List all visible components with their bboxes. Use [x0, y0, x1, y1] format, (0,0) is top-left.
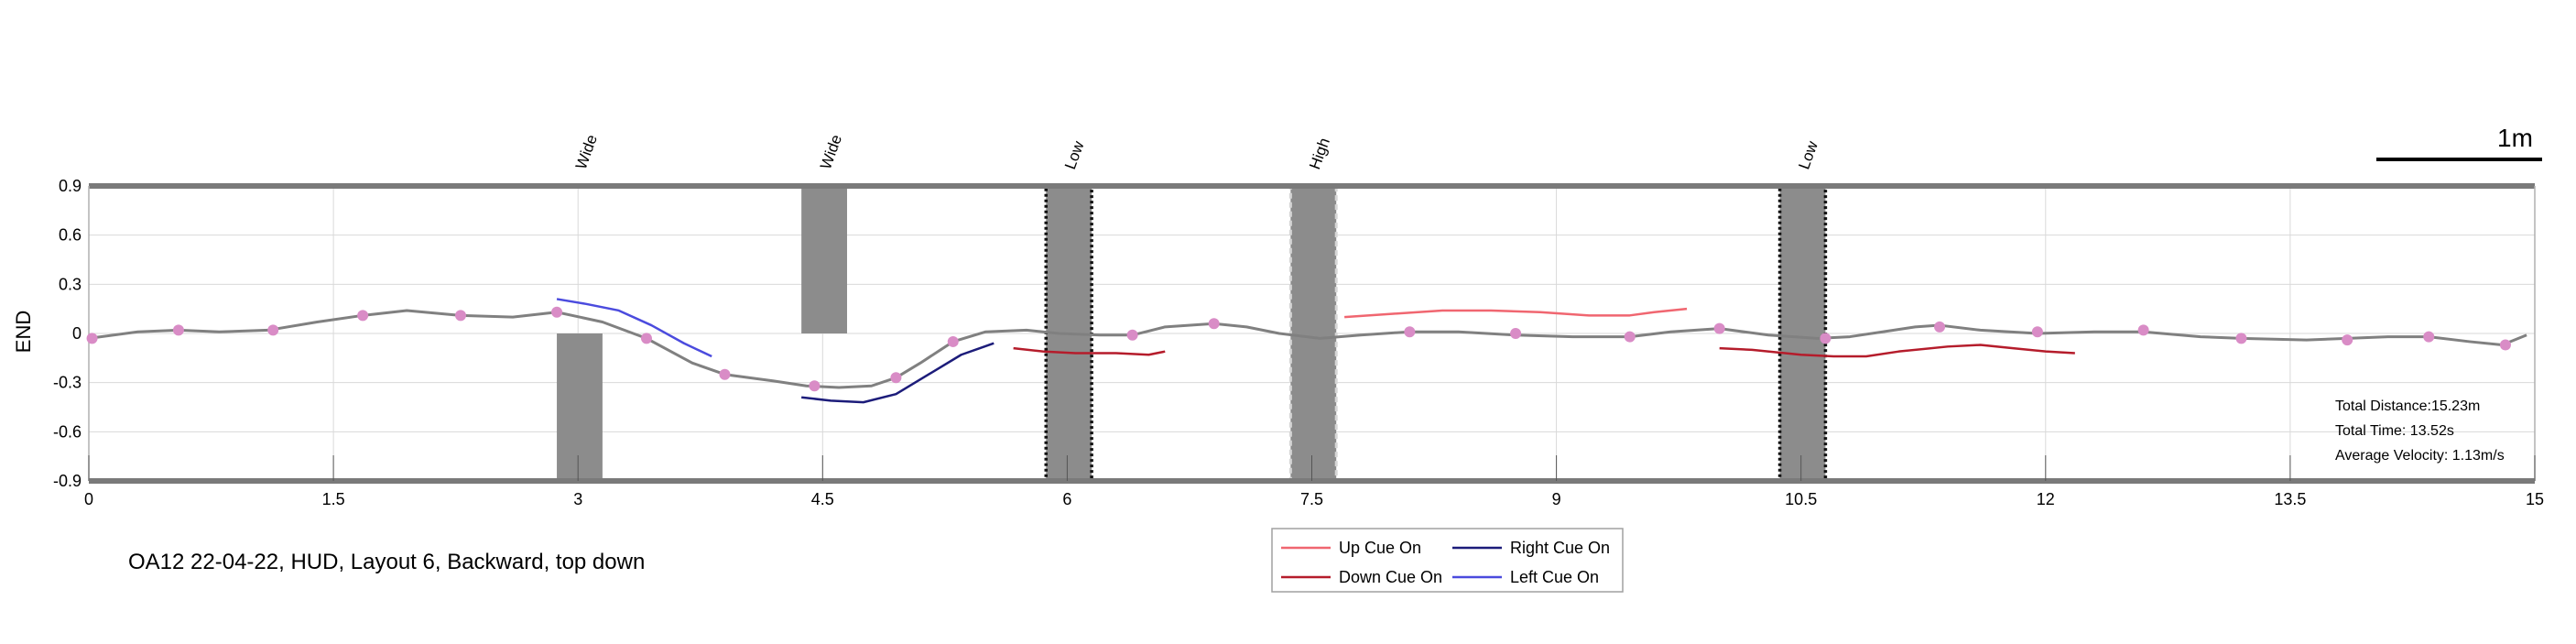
scale-bar: 1m [2376, 124, 2542, 161]
x-tick-label: 12 [2037, 490, 2055, 508]
trajectory-point [2031, 326, 2043, 338]
x-tick-label: 9 [1552, 490, 1561, 508]
obstacle-label: Wide [817, 132, 845, 171]
y-tick-label: 0 [72, 324, 82, 343]
series-down-cue-on [1013, 346, 1166, 356]
trajectory-point [2342, 334, 2353, 346]
y-tick-label: -0.6 [53, 422, 82, 441]
trajectory-point [640, 333, 652, 344]
trajectory-point [454, 310, 466, 322]
x-tick-label: 4.5 [811, 490, 834, 508]
marker-layer [86, 306, 2511, 392]
trajectory-point [86, 333, 98, 344]
x-tick-label: 6 [1062, 490, 1071, 508]
obstacle-wide [801, 186, 848, 333]
x-tick-label: 3 [573, 490, 582, 508]
legend: Up Cue On Right Cue On Down Cue On Left Cue… [1271, 528, 1624, 593]
trajectory-point [2137, 324, 2149, 336]
legend-label-up-cue-on: Up Cue On [1339, 539, 1421, 557]
x-tick-label: 10.5 [1785, 490, 1817, 508]
legend-box [1271, 528, 1624, 593]
trajectory-point [1713, 322, 1725, 334]
legend-label-left-cue-on: Left Cue On [1510, 568, 1599, 586]
trajectory-line [88, 309, 2527, 389]
series-down-cue-on [1719, 344, 2075, 358]
legend-label-down-cue-on: Down Cue On [1339, 568, 1442, 586]
trajectory-point [172, 324, 184, 336]
legend-items: Up Cue On Right Cue On Down Cue On Left Cue… [1281, 539, 1610, 586]
series-up-cue-on [1344, 307, 1688, 319]
trajectory-point [2235, 333, 2247, 344]
x-tick-label: 15 [2526, 490, 2544, 508]
y-tick-label: 0.9 [59, 177, 82, 195]
stats-block: Total Distance:15.23m Total Time: 13.52s… [2335, 398, 2505, 464]
trajectory-point [357, 310, 369, 322]
obstacle-low [1779, 186, 1826, 481]
obstacle-label: Low [1061, 138, 1088, 171]
axis-layer: 0 1.5 3 4.5 6 7.5 9 10.5 12 13.5 15 0.9 0.6 0.3 0 -0.3 -… [53, 177, 2544, 508]
trajectory-point [809, 380, 821, 392]
series-left-cue-on [556, 298, 712, 358]
legend-label-right-cue-on: Right Cue On [1510, 539, 1610, 557]
trajectory-point [1126, 329, 1138, 341]
trajectory-point [1934, 321, 1946, 333]
stat-total-time: Total Time: 13.52s [2335, 423, 2454, 439]
obstacle-layer: Wide Wide Low High Low [557, 132, 1828, 483]
x-tick-label: 1.5 [322, 490, 345, 508]
series-right-cue-on [801, 342, 995, 404]
y-axis-label: END [12, 311, 35, 353]
obstacle-label: Low [1795, 138, 1821, 171]
obstacle-wide [557, 333, 603, 481]
trajectory-point [947, 335, 959, 347]
x-tick-label: 7.5 [1300, 490, 1323, 508]
trajectory-point [267, 324, 279, 336]
y-tick-label: 0.6 [59, 226, 82, 245]
trajectory-point [1404, 326, 1416, 338]
obstacle-label: Wide [572, 132, 601, 171]
trajectory-point [2423, 331, 2435, 343]
stat-average-velocity: Average Velocity: 1.13m/s [2335, 448, 2505, 464]
scale-bar-label: 1m [2497, 124, 2533, 152]
y-tick-label: -0.3 [53, 374, 82, 392]
x-tick-label: 13.5 [2274, 490, 2306, 508]
trajectory-point [551, 306, 563, 318]
series-layer [88, 298, 2527, 404]
x-tick-label: 0 [84, 490, 93, 508]
obstacle-label: High [1306, 136, 1333, 171]
y-tick-label: -0.9 [53, 472, 82, 490]
chart-title: OA12 22-04-22, HUD, Layout 6, Backward, … [128, 550, 645, 574]
trajectory-point [2499, 339, 2511, 351]
trajectory-point [1510, 328, 1522, 339]
trajectory-point [1208, 318, 1220, 330]
trajectory-point [1820, 333, 1831, 344]
trajectory-point [1624, 331, 1636, 343]
obstacle-high [1290, 186, 1337, 481]
y-tick-label: 0.3 [59, 275, 82, 293]
trajectory-point [890, 372, 902, 384]
stat-total-distance: Total Distance:15.23m [2335, 398, 2480, 414]
trajectory-point [719, 368, 731, 380]
